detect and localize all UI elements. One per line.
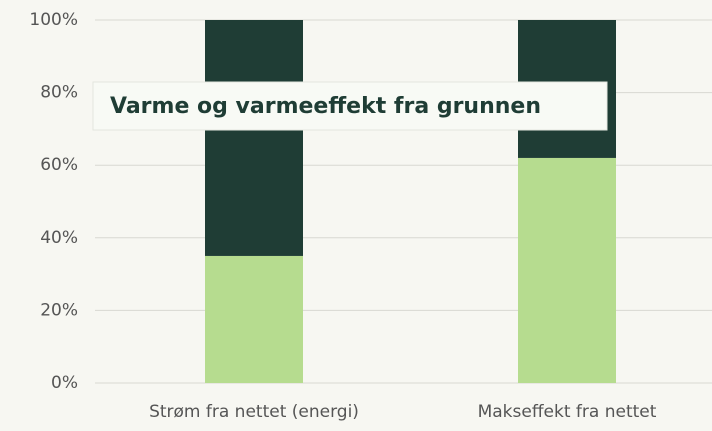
- y-tick-label: 40%: [40, 228, 78, 248]
- y-tick-label: 60%: [40, 155, 78, 175]
- x-tick-label: Makseffekt fra nettet: [478, 402, 657, 422]
- y-tick-label: 80%: [40, 83, 78, 103]
- x-tick-label: Strøm fra nettet (energi): [149, 402, 359, 422]
- bar-segment: [518, 157, 616, 383]
- annotation-box: [92, 81, 608, 131]
- y-tick-label: 100%: [29, 10, 78, 30]
- y-tick-label: 0%: [51, 373, 78, 393]
- y-tick-label: 20%: [40, 300, 78, 320]
- bar-segment: [205, 20, 303, 256]
- annotation: Varme og varmeeffekt fra grunnen: [110, 94, 541, 119]
- bar-segment: [205, 255, 303, 383]
